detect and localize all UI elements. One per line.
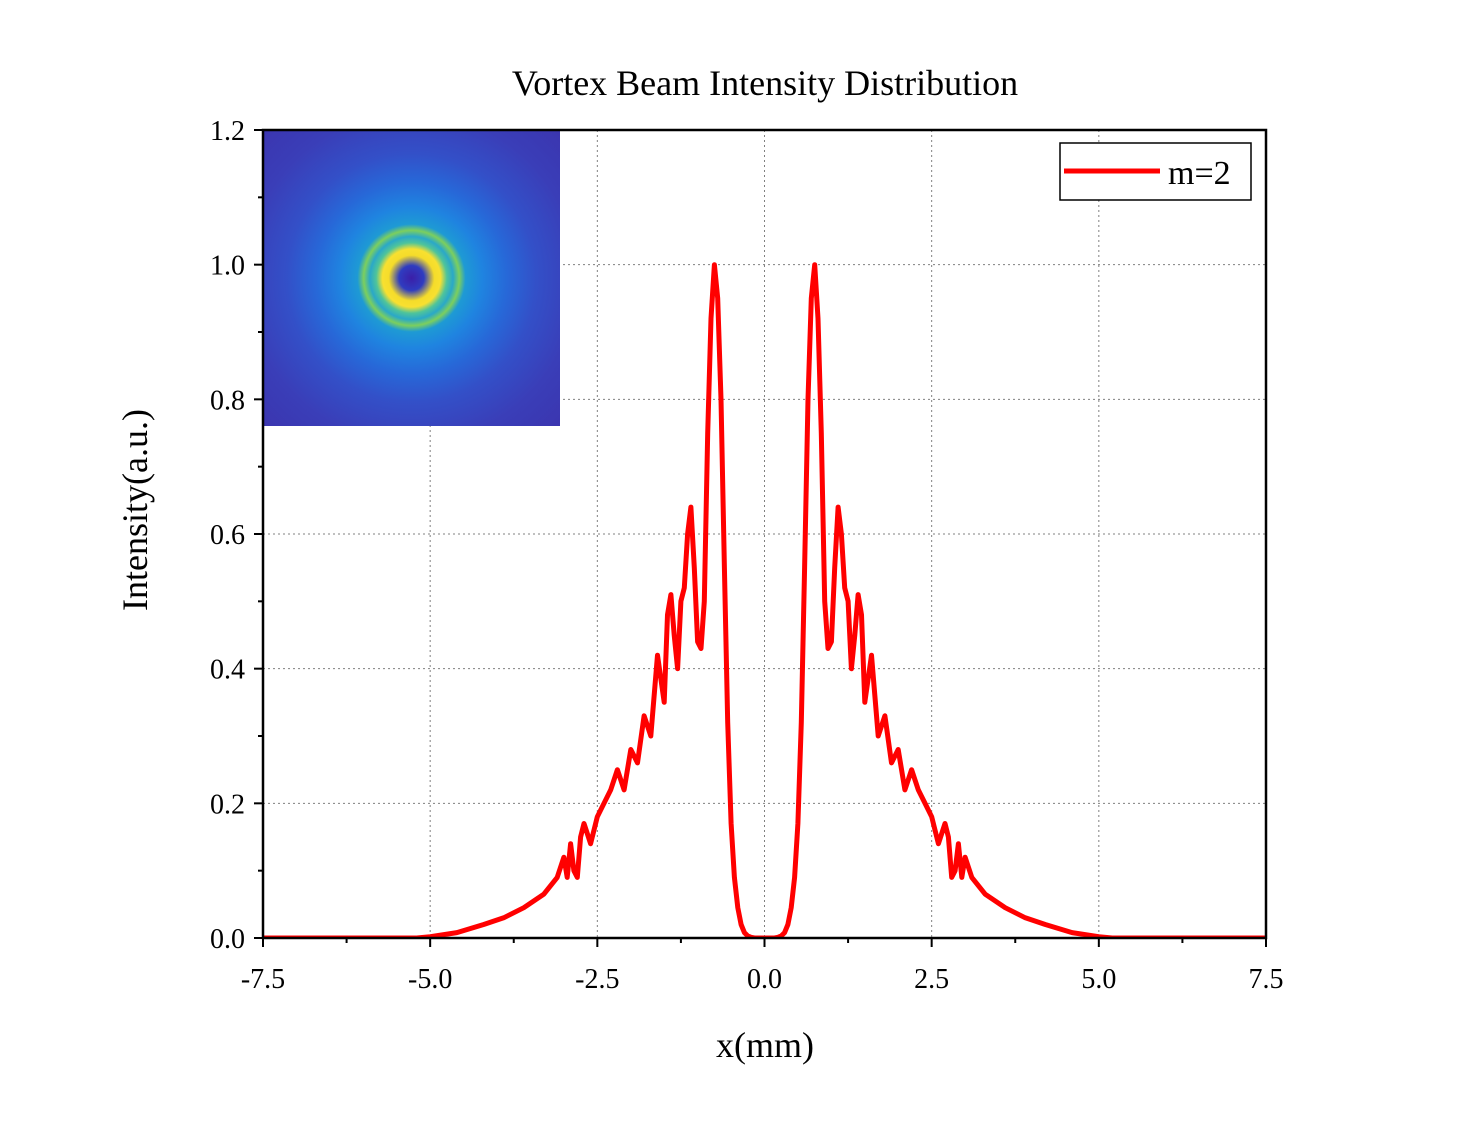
legend-label-m2: m=2 (1168, 155, 1231, 192)
grid-lines (263, 130, 1266, 938)
x-tick-label-2: -2.5 (575, 964, 619, 995)
x-tick-label-5: 5.0 (1081, 964, 1116, 995)
y-tick-label-6: 1.2 (210, 116, 245, 147)
y-tick-label-1: 0.2 (210, 789, 245, 820)
series-layer (263, 262, 1266, 938)
x-tick-label-1: -5.0 (408, 964, 452, 995)
series-line-0 (263, 262, 1266, 938)
x-tick-label-4: 2.5 (914, 964, 949, 995)
x-tick-label-0: -7.5 (241, 964, 285, 995)
y-tick-label-3: 0.6 (210, 520, 245, 551)
x-tick-label-3: 0.0 (747, 964, 782, 995)
axis-ticks: -7.5 -5.0 -2.5 0.0 2.5 5.0 7.5 0.0 0.2 0.4 0.6 0.8 1… (210, 116, 1284, 995)
legend: m=2 (1059, 142, 1252, 201)
y-tick-label-0: 0.0 (210, 924, 245, 955)
y-tick-label-2: 0.4 (210, 655, 245, 686)
y-tick-label-5: 1.0 (210, 251, 245, 282)
x-axis-title: x(mm) (716, 1025, 814, 1065)
x-tick-label-6: 7.5 (1249, 964, 1284, 995)
beam-inset-image (263, 130, 560, 426)
y-tick-label-4: 0.8 (210, 385, 245, 416)
beam-intensity-map (263, 130, 560, 426)
y-axis-title: Intensity(a.u.) (115, 409, 155, 611)
chart-title: Vortex Beam Intensity Distribution (512, 63, 1018, 103)
